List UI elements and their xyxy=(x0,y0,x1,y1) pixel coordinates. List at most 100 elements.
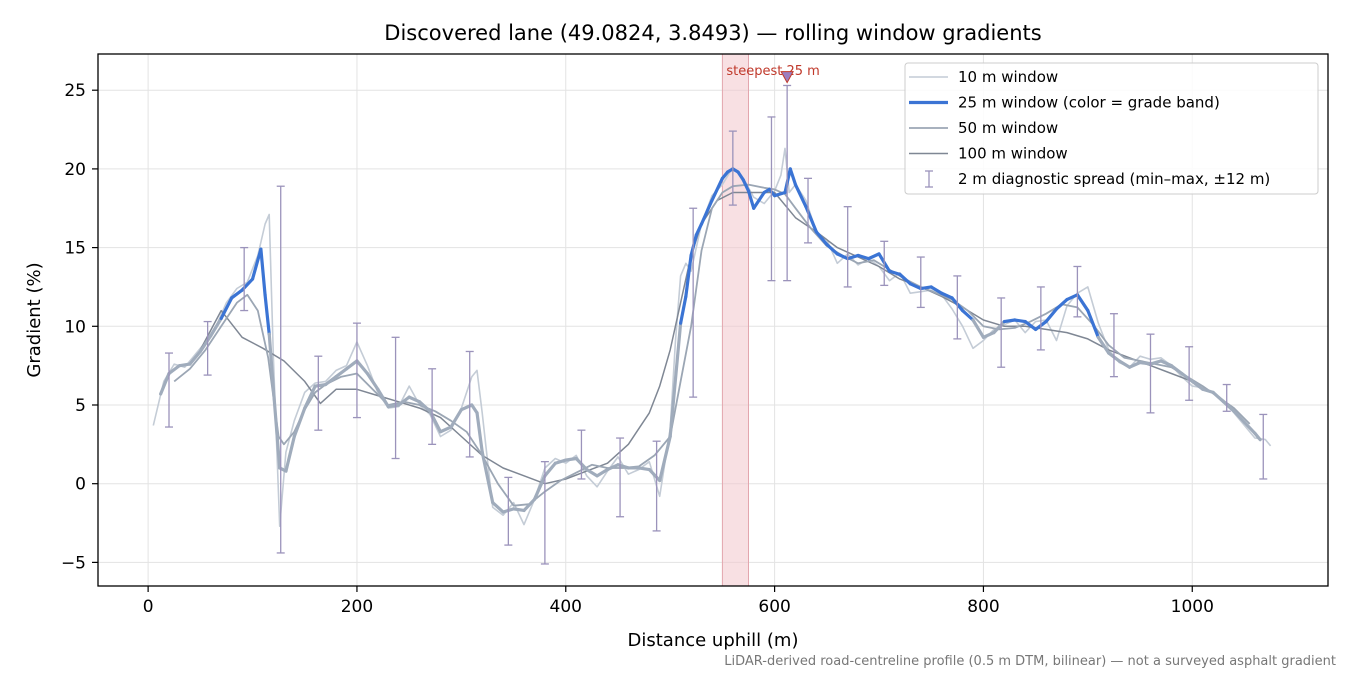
series-25m-segment xyxy=(219,296,234,321)
series-25m-segment xyxy=(397,395,411,407)
footer-note: LiDAR-derived road-centreline profile (0… xyxy=(724,654,1336,669)
series-25m-segment xyxy=(1148,359,1163,366)
series-25m-segment xyxy=(198,334,213,354)
y-tick-label: 10 xyxy=(64,317,86,337)
series-25m-segment xyxy=(1096,335,1111,355)
series-25m-segment xyxy=(417,400,432,413)
y-tick-label: 5 xyxy=(75,396,86,416)
series-25m-segment xyxy=(866,252,881,261)
series-25m-segment xyxy=(250,247,263,281)
series-25m-segment xyxy=(684,253,693,298)
series-25m-segment xyxy=(793,183,808,209)
legend-10m-label: 10 m window xyxy=(958,68,1058,86)
series-25m-segment xyxy=(491,500,505,514)
series-25m-segment xyxy=(334,367,349,379)
series-25m-segment xyxy=(1023,319,1038,332)
series-25m-segment xyxy=(788,167,798,187)
series-25m-segment xyxy=(940,291,954,300)
series-25m-segment xyxy=(344,359,359,371)
series-25m-segment xyxy=(386,403,401,409)
y-tick-label: 25 xyxy=(64,81,86,101)
y-axis-label: Gradient (%) xyxy=(24,262,45,377)
series-25m-segment xyxy=(699,198,714,226)
series-25m-segment xyxy=(159,371,171,396)
series-25m-segment xyxy=(230,288,244,300)
series-25m-segment xyxy=(746,189,756,210)
peak-marker-layer xyxy=(780,71,794,84)
series-25m-segment xyxy=(741,178,751,193)
series-25m-segment xyxy=(511,507,526,513)
series-25m-segment xyxy=(908,282,923,291)
series-25m-segment xyxy=(1013,318,1027,324)
grid-lines xyxy=(98,54,1328,586)
x-tick-label: 200 xyxy=(341,597,373,617)
series-25m-segment xyxy=(773,190,787,198)
series-25m-segment xyxy=(605,463,620,472)
series-25m-segment xyxy=(1054,297,1069,311)
series-25m-segment xyxy=(898,272,912,286)
legend-50m-label: 50 m window xyxy=(958,119,1058,137)
series-25m-segment xyxy=(658,434,672,483)
series-25m-segment xyxy=(1128,360,1142,369)
series-25m-segment xyxy=(167,364,182,376)
series-25m-segment xyxy=(209,316,223,338)
series-25m-segment xyxy=(324,375,338,387)
series-25m-segment xyxy=(407,395,422,404)
legend-100m-label: 100 m window xyxy=(958,145,1068,163)
series-25m-segment xyxy=(1075,293,1090,313)
series-25m-segment xyxy=(1138,360,1153,366)
series-25m-segment xyxy=(960,308,975,322)
series-25m-segment xyxy=(887,269,902,276)
series-25m-segment xyxy=(825,242,839,256)
series-25m-segment xyxy=(313,382,328,388)
x-tick-label: 800 xyxy=(967,597,999,617)
series-25m-segment xyxy=(1169,364,1184,376)
series-25m-segment xyxy=(1253,431,1262,442)
x-tick-label: 1000 xyxy=(1171,597,1214,617)
series-25m-segment xyxy=(188,349,202,366)
steepest-band xyxy=(721,53,750,587)
series-25m-segment xyxy=(438,425,453,434)
y-tick-label: 20 xyxy=(64,160,86,180)
series-layer xyxy=(152,147,1272,527)
y-tick-label: 0 xyxy=(75,475,86,495)
series-25m-segment xyxy=(1232,409,1247,424)
series-25m-segment xyxy=(814,230,829,247)
x-tick-label: 0 xyxy=(143,597,154,617)
series-25m-segment xyxy=(679,294,688,325)
series-50m-line xyxy=(173,183,1251,507)
series-25m-segment xyxy=(694,222,704,237)
series-25m-segment xyxy=(543,461,557,478)
legend-spread-label: 2 m diagnostic spread (min–max, ±12 m) xyxy=(958,170,1270,188)
series-25m-segment xyxy=(835,252,850,261)
chart-title: Discovered lane (49.0824, 3.8493) — roll… xyxy=(384,21,1041,45)
x-tick-label: 400 xyxy=(550,597,582,617)
series-25m-segment xyxy=(1044,307,1059,324)
legend-box xyxy=(904,62,1319,195)
series-25m-segment xyxy=(752,190,766,210)
series-25m-segment xyxy=(263,293,271,336)
series-25m-segment xyxy=(365,371,380,391)
series-25m-segment xyxy=(1190,379,1205,391)
series-25m-segment xyxy=(267,332,276,391)
legend: 10 m window 25 m window (color = grade ba… xyxy=(904,62,1319,195)
series-25m-segment xyxy=(303,384,317,410)
steepest-band-layer: steepest 25 m xyxy=(721,53,820,587)
series-25m-segment xyxy=(710,176,724,202)
series-25m-segment xyxy=(1180,371,1194,383)
series-25m-segment xyxy=(1117,359,1132,369)
series-25m-segment xyxy=(475,411,484,454)
series-25m-segment xyxy=(177,362,192,368)
series-25m-segment xyxy=(449,408,463,429)
diagnostic-spread-layer xyxy=(165,84,1268,565)
series-25m-segment xyxy=(522,497,537,513)
series-25m-segment xyxy=(355,359,369,376)
series-25m-segment xyxy=(284,434,296,473)
series-25m-segment xyxy=(929,285,944,295)
series-25m-segment xyxy=(668,321,683,439)
series-25m-segment xyxy=(259,247,267,297)
series-25m-segment xyxy=(292,406,307,439)
plot-frame xyxy=(97,53,1329,587)
peak-marker xyxy=(780,71,794,84)
